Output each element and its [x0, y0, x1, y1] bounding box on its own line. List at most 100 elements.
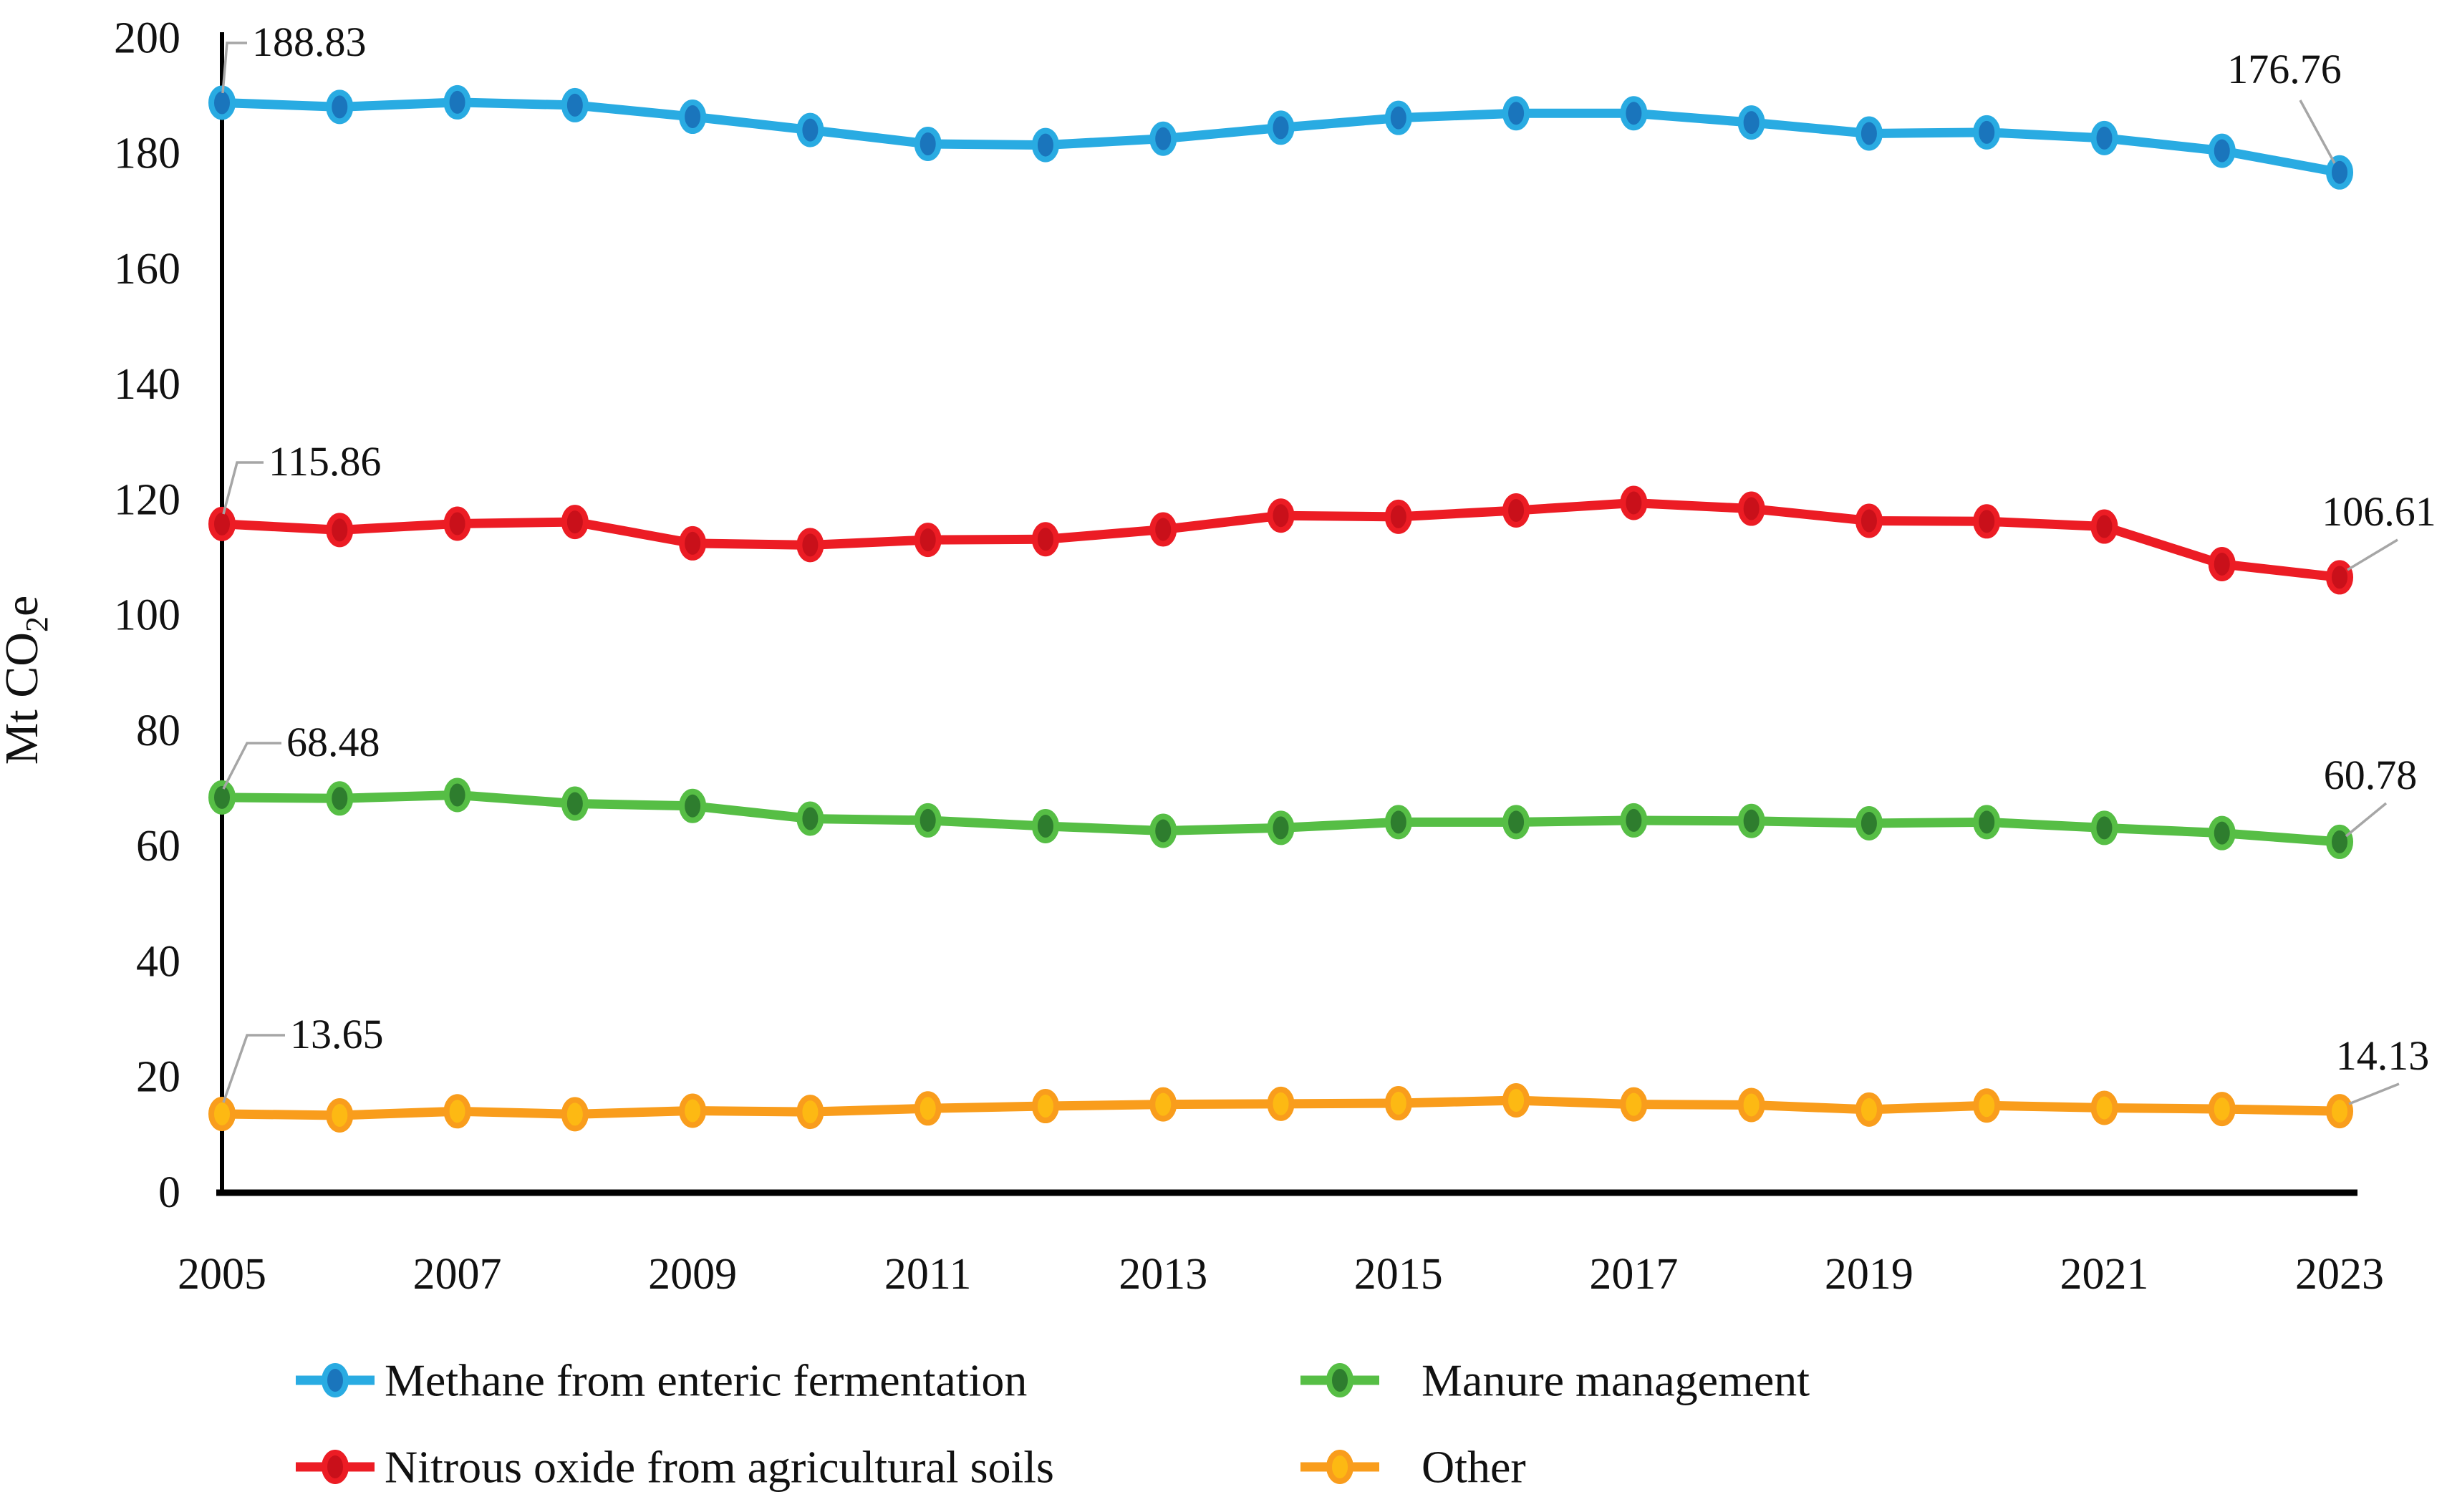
data-point: [1502, 96, 1530, 131]
data-point: [1031, 808, 1059, 843]
legend-item-1: Methane from enteric fermentation: [296, 1355, 1027, 1406]
data-point: [1855, 503, 1883, 538]
data-point: [796, 112, 824, 147]
data-point: [1149, 121, 1177, 156]
y-tick-label: 80: [136, 707, 180, 755]
y-tick-label: 160: [114, 245, 180, 294]
legend-marker-icon: [322, 1450, 349, 1484]
data-point: [443, 84, 471, 120]
data-point: [1737, 105, 1765, 140]
x-tick-label: 2015: [1354, 1250, 1443, 1299]
data-point: [1267, 110, 1295, 145]
data-point: [1267, 1086, 1295, 1121]
data-point: [1031, 522, 1059, 557]
y-tick-label: 40: [136, 937, 180, 986]
data-point: [326, 513, 354, 548]
data-point: [326, 89, 354, 125]
data-point: [2090, 1090, 2118, 1125]
y-tick-label: 180: [114, 130, 180, 178]
data-point: [561, 786, 589, 821]
data-point: [561, 1097, 589, 1132]
y-tick-label: 200: [114, 14, 180, 62]
data-label: 14.13: [2336, 1032, 2430, 1079]
y-tick-label: 140: [114, 360, 180, 409]
data-point: [679, 788, 707, 823]
data-point: [443, 777, 471, 813]
data-point: [679, 100, 707, 135]
data-point: [1973, 504, 2001, 539]
data-point: [326, 781, 354, 816]
x-tick-label: 2009: [648, 1250, 737, 1299]
data-point: [1973, 115, 2001, 150]
data-point: [1502, 805, 1530, 840]
data-point: [2208, 1092, 2236, 1127]
data-point: [1973, 1088, 2001, 1123]
data-point: [1267, 498, 1295, 533]
data-point: [1620, 96, 1648, 131]
data-point: [2208, 133, 2236, 168]
legend-item-2: Nitrous oxide from agricultural soils: [296, 1442, 1054, 1493]
y-axis-title: Mt CO2e: [0, 596, 54, 765]
data-point: [914, 1091, 942, 1126]
data-label: 115.86: [269, 438, 381, 485]
callout-leader-line: [2299, 100, 2336, 164]
y-tick-label: 60: [136, 822, 180, 871]
callout-leader-line: [2348, 1082, 2400, 1105]
data-point: [1855, 805, 1883, 840]
data-point: [1149, 512, 1177, 547]
data-point: [2208, 815, 2236, 850]
callout-leader-line: [221, 42, 247, 94]
data-point: [1031, 127, 1059, 163]
data-point: [1502, 493, 1530, 528]
y-tick-label: 20: [136, 1053, 180, 1102]
data-point: [1031, 1089, 1059, 1124]
data-point: [443, 506, 471, 541]
y-tick-label: 0: [158, 1168, 180, 1217]
data-point: [1973, 805, 2001, 840]
callout-leader-line: [2347, 538, 2398, 571]
x-tick-label: 2007: [413, 1250, 502, 1299]
y-tick-label: 120: [114, 475, 180, 524]
data-point: [679, 1093, 707, 1128]
legend-marker-icon: [1326, 1363, 1353, 1397]
data-label: 13.65: [290, 1011, 384, 1057]
data-point: [1384, 1086, 1412, 1121]
legend-label: Nitrous oxide from agricultural soils: [385, 1442, 1054, 1493]
callout-leader-line: [222, 461, 264, 515]
data-label: 188.83: [252, 19, 367, 65]
legend-marker-icon: [322, 1363, 349, 1397]
data-point: [208, 1096, 236, 1131]
data-label: 176.76: [2227, 46, 2342, 92]
data-point: [1384, 100, 1412, 135]
data-point: [561, 87, 589, 122]
data-point: [1737, 803, 1765, 838]
data-point: [796, 801, 824, 836]
data-point: [796, 528, 824, 563]
legend-label: Other: [1422, 1442, 1526, 1493]
data-point: [1620, 485, 1648, 520]
legend-item-4: Other: [1300, 1442, 1526, 1493]
legend-label: Manure management: [1422, 1355, 1810, 1406]
x-tick-label: 2017: [1589, 1250, 1678, 1299]
data-point: [208, 506, 236, 541]
data-point: [2208, 546, 2236, 581]
data-label: 68.48: [286, 719, 380, 765]
data-point: [2090, 810, 2118, 845]
data-point: [914, 126, 942, 161]
data-point: [1149, 813, 1177, 848]
callout-leader-line: [222, 1034, 285, 1103]
data-point: [1855, 116, 1883, 151]
data-point: [443, 1094, 471, 1129]
data-point: [1149, 1087, 1177, 1122]
data-point: [2326, 824, 2354, 859]
data-label: 106.61: [2322, 488, 2436, 535]
data-point: [1620, 1087, 1648, 1122]
data-point: [561, 505, 589, 540]
x-tick-label: 2023: [2295, 1250, 2384, 1299]
data-label: 60.78: [2324, 752, 2418, 798]
data-point: [1737, 491, 1765, 526]
y-tick-label: 100: [114, 591, 180, 640]
data-point: [1737, 1087, 1765, 1123]
data-point: [208, 780, 236, 815]
